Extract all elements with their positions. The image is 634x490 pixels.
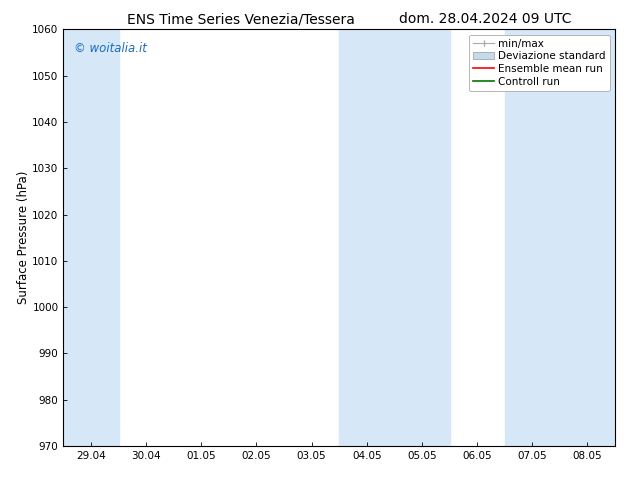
Text: © woitalia.it: © woitalia.it — [74, 42, 147, 55]
Text: ENS Time Series Venezia/Tessera: ENS Time Series Venezia/Tessera — [127, 12, 354, 26]
Text: dom. 28.04.2024 09 UTC: dom. 28.04.2024 09 UTC — [399, 12, 572, 26]
Bar — [505, 29, 615, 446]
Legend: min/max, Deviazione standard, Ensemble mean run, Controll run: min/max, Deviazione standard, Ensemble m… — [469, 35, 610, 91]
Bar — [339, 29, 450, 446]
Bar — [63, 29, 119, 446]
Y-axis label: Surface Pressure (hPa): Surface Pressure (hPa) — [16, 171, 30, 304]
